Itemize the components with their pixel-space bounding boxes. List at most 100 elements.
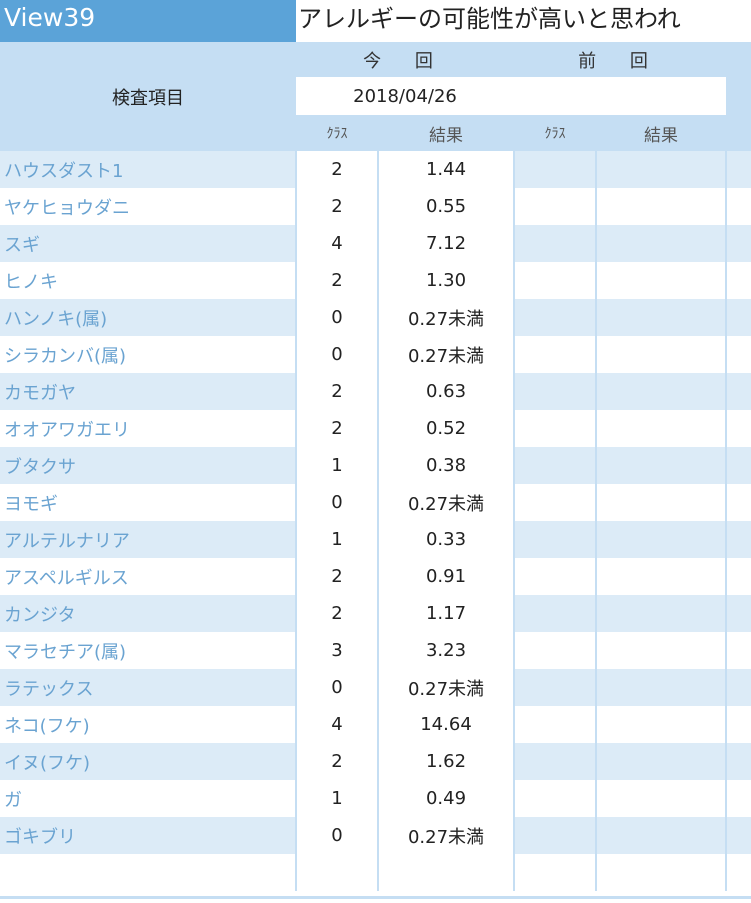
row-tail	[725, 151, 751, 188]
previous-class	[513, 410, 597, 447]
previous-class	[513, 854, 597, 891]
allergen-name: ゴキブリ	[0, 817, 296, 854]
row-tail	[725, 373, 751, 410]
row-tail	[725, 336, 751, 373]
current-result: 1.17	[376, 595, 515, 632]
row-tail	[725, 817, 751, 854]
allergen-name: イヌ(フケ)	[0, 743, 296, 780]
current-result: 0.91	[376, 558, 515, 595]
current-result	[376, 854, 515, 891]
previous-date	[514, 77, 727, 115]
current-class: 2	[295, 373, 378, 410]
allergen-name: アスペルギルス	[0, 558, 296, 595]
allergen-name: シラカンバ(属)	[0, 336, 296, 373]
previous-result	[595, 299, 727, 336]
current-class: 2	[295, 558, 378, 595]
previous-result	[595, 854, 727, 891]
allergen-name	[0, 854, 296, 891]
previous-class	[513, 632, 597, 669]
allergen-name: ラテックス	[0, 669, 296, 706]
current-result: 0.27未満	[376, 336, 515, 373]
page-title: アレルギーの可能性が高いと思われ	[298, 5, 681, 33]
current-class: 2	[295, 595, 378, 632]
current-class: 1	[295, 521, 378, 558]
table-row: ハウスダスト1 2 1.44	[0, 151, 751, 188]
previous-result	[595, 151, 727, 188]
allergen-name: アルテルナリア	[0, 521, 296, 558]
current-result: 0.27未満	[376, 817, 515, 854]
previous-result	[595, 669, 727, 706]
previous-class	[513, 521, 597, 558]
table-row: ブタクサ 1 0.38	[0, 447, 751, 484]
previous-result	[595, 780, 727, 817]
previous-class-header: ｸﾗｽ	[514, 115, 597, 151]
current-date: 2018/04/26	[296, 77, 515, 115]
row-tail	[725, 225, 751, 262]
allergen-name: ネコ(フケ)	[0, 706, 296, 743]
current-result: 0.27未満	[376, 299, 515, 336]
table-row: アスペルギルス 2 0.91	[0, 558, 751, 595]
previous-class	[513, 151, 597, 188]
current-class: 0	[295, 336, 378, 373]
table-row: ゴキブリ 0 0.27未満	[0, 817, 751, 854]
allergen-name: ヤケヒョウダニ	[0, 188, 296, 225]
previous-class	[513, 336, 597, 373]
row-tail	[725, 521, 751, 558]
current-class: 2	[295, 188, 378, 225]
current-result: 1.30	[376, 262, 515, 299]
allergen-name: カンジタ	[0, 595, 296, 632]
allergen-name: スギ	[0, 225, 296, 262]
current-class: 2	[295, 151, 378, 188]
current-result: 1.62	[376, 743, 515, 780]
current-result: 0.49	[376, 780, 515, 817]
table-row: ネコ(フケ) 4 14.64	[0, 706, 751, 743]
previous-result	[595, 410, 727, 447]
current-class: 0	[295, 669, 378, 706]
current-result: 0.33	[376, 521, 515, 558]
allergen-name: ヨモギ	[0, 484, 296, 521]
current-result: 0.27未満	[376, 484, 515, 521]
current-class: 0	[295, 817, 378, 854]
previous-class	[513, 743, 597, 780]
allergen-name: オオアワガエリ	[0, 410, 296, 447]
allergen-name: マラセチア(属)	[0, 632, 296, 669]
current-class: 0	[295, 484, 378, 521]
table-row	[0, 854, 751, 891]
previous-result	[595, 595, 727, 632]
allergen-name: ガ	[0, 780, 296, 817]
previous-result	[595, 558, 727, 595]
previous-group-header: 前 回	[514, 42, 727, 77]
table-row: ヨモギ 0 0.27未満	[0, 484, 751, 521]
previous-result	[595, 225, 727, 262]
current-class: 4	[295, 225, 378, 262]
previous-class	[513, 595, 597, 632]
row-tail	[725, 447, 751, 484]
table-row: アルテルナリア 1 0.33	[0, 521, 751, 558]
row-tail	[725, 743, 751, 780]
current-result: 0.27未満	[376, 669, 515, 706]
row-tail	[725, 410, 751, 447]
allergy-results-table: 検査項目 今 回 前 回 2018/04/26 ｸﾗｽ 結果 ｸﾗｽ 結果 ハウ…	[0, 42, 751, 891]
row-tail	[725, 558, 751, 595]
table-row: カンジタ 2 1.17	[0, 595, 751, 632]
previous-class	[513, 225, 597, 262]
current-result: 14.64	[376, 706, 515, 743]
row-tail	[725, 595, 751, 632]
row-tail	[725, 780, 751, 817]
current-class: 0	[295, 299, 378, 336]
header-tail	[726, 42, 751, 151]
row-tail	[725, 854, 751, 891]
table-row: ラテックス 0 0.27未満	[0, 669, 751, 706]
current-group-header: 今 回	[296, 42, 515, 77]
brand-label: View39	[0, 0, 296, 42]
table-row: スギ 4 7.12	[0, 225, 751, 262]
current-result: 0.55	[376, 188, 515, 225]
current-class: 2	[295, 262, 378, 299]
previous-result	[595, 336, 727, 373]
previous-result	[595, 447, 727, 484]
table-row: マラセチア(属) 3 3.23	[0, 632, 751, 669]
row-tail	[725, 484, 751, 521]
previous-result	[595, 262, 727, 299]
current-result: 7.12	[376, 225, 515, 262]
previous-result	[595, 188, 727, 225]
